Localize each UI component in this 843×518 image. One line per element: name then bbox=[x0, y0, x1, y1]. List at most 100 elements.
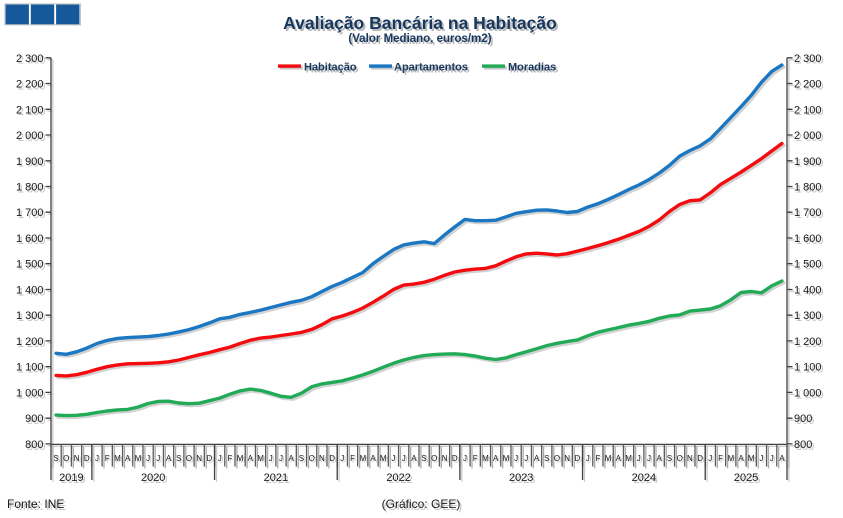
svg-text:900: 900 bbox=[794, 413, 812, 425]
svg-text:J: J bbox=[269, 454, 273, 463]
svg-text:O: O bbox=[677, 454, 683, 463]
svg-text:A: A bbox=[168, 456, 174, 465]
svg-text:J: J bbox=[342, 456, 346, 465]
svg-text:M: M bbox=[238, 456, 245, 465]
svg-text:D: D bbox=[207, 454, 213, 463]
svg-text:S: S bbox=[667, 454, 672, 463]
svg-text:1 600: 1 600 bbox=[794, 233, 822, 245]
svg-text:O: O bbox=[309, 454, 315, 463]
svg-text:2 000: 2 000 bbox=[796, 132, 824, 144]
svg-text:1 300: 1 300 bbox=[18, 312, 46, 324]
svg-text:M: M bbox=[136, 456, 143, 465]
svg-text:2 300: 2 300 bbox=[796, 55, 824, 67]
svg-text:D: D bbox=[699, 456, 705, 465]
svg-text:(Valor Mediano, euros/m2): (Valor Mediano, euros/m2) bbox=[348, 33, 491, 45]
svg-text:O: O bbox=[186, 454, 192, 463]
svg-text:D: D bbox=[454, 456, 460, 465]
svg-text:M: M bbox=[482, 454, 489, 463]
svg-text:M: M bbox=[625, 454, 632, 463]
svg-text:2 200: 2 200 bbox=[18, 80, 46, 92]
svg-text:J: J bbox=[524, 454, 528, 463]
svg-text:N: N bbox=[319, 454, 325, 463]
svg-text:2020: 2020 bbox=[143, 474, 167, 486]
svg-text:1 900: 1 900 bbox=[796, 158, 824, 170]
svg-text:1 800: 1 800 bbox=[16, 182, 44, 194]
svg-text:F: F bbox=[597, 456, 602, 465]
svg-text:Moradias: Moradias bbox=[510, 63, 558, 75]
svg-text:M: M bbox=[257, 454, 264, 463]
svg-text:1 000: 1 000 bbox=[16, 387, 44, 399]
svg-text:1 600: 1 600 bbox=[796, 235, 824, 247]
svg-text:A: A bbox=[290, 456, 296, 465]
svg-text:1 600: 1 600 bbox=[16, 233, 44, 245]
svg-text:2025: 2025 bbox=[736, 474, 760, 486]
svg-text:J: J bbox=[639, 456, 643, 465]
svg-text:1 100: 1 100 bbox=[16, 362, 44, 374]
svg-text:J: J bbox=[340, 454, 344, 463]
svg-text:M: M bbox=[748, 454, 755, 463]
svg-text:A: A bbox=[289, 454, 295, 463]
svg-text:A: A bbox=[657, 454, 663, 463]
svg-text:800: 800 bbox=[27, 441, 45, 453]
svg-text:O: O bbox=[63, 454, 69, 463]
svg-text:S: S bbox=[544, 454, 549, 463]
svg-text:2024: 2024 bbox=[632, 472, 656, 484]
svg-text:D: D bbox=[329, 454, 335, 463]
svg-text:1 600: 1 600 bbox=[18, 235, 46, 247]
svg-text:S: S bbox=[299, 454, 304, 463]
svg-text:O: O bbox=[310, 456, 316, 465]
svg-text:N: N bbox=[687, 454, 693, 463]
svg-text:900: 900 bbox=[796, 415, 814, 427]
svg-text:1 300: 1 300 bbox=[16, 310, 44, 322]
svg-text:1 700: 1 700 bbox=[796, 209, 824, 221]
svg-text:N: N bbox=[198, 456, 204, 465]
svg-text:D: D bbox=[86, 456, 92, 465]
svg-text:F: F bbox=[350, 454, 355, 463]
svg-text:N: N bbox=[443, 456, 449, 465]
svg-text:A: A bbox=[411, 454, 417, 463]
svg-text:2020: 2020 bbox=[141, 472, 165, 484]
svg-text:D: D bbox=[697, 454, 703, 463]
svg-text:J: J bbox=[514, 454, 518, 463]
svg-text:N: N bbox=[689, 456, 695, 465]
svg-text:O: O bbox=[678, 456, 684, 465]
svg-text:1 300: 1 300 bbox=[794, 310, 822, 322]
svg-text:1 900: 1 900 bbox=[16, 156, 44, 168]
svg-text:(Gráfico: GEE): (Gráfico: GEE) bbox=[384, 499, 463, 513]
svg-text:1 500: 1 500 bbox=[796, 261, 824, 273]
svg-text:2 100: 2 100 bbox=[796, 106, 824, 118]
svg-text:Moradias: Moradias bbox=[508, 62, 556, 74]
svg-text:1 700: 1 700 bbox=[18, 209, 46, 221]
svg-text:2 000: 2 000 bbox=[18, 132, 46, 144]
svg-text:900: 900 bbox=[25, 413, 43, 425]
svg-text:A: A bbox=[249, 456, 255, 465]
svg-text:N: N bbox=[442, 454, 448, 463]
svg-text:J: J bbox=[281, 456, 285, 465]
svg-text:F: F bbox=[227, 454, 232, 463]
svg-text:J: J bbox=[271, 456, 275, 465]
svg-text:D: D bbox=[84, 454, 90, 463]
svg-text:D: D bbox=[452, 454, 458, 463]
svg-text:O: O bbox=[431, 454, 437, 463]
svg-text:M: M bbox=[259, 456, 266, 465]
svg-text:A: A bbox=[738, 454, 744, 463]
svg-text:O: O bbox=[556, 456, 562, 465]
svg-text:S: S bbox=[546, 456, 551, 465]
svg-text:1 400: 1 400 bbox=[18, 286, 46, 298]
svg-text:Apartamentos: Apartamentos bbox=[396, 63, 470, 75]
svg-text:F: F bbox=[720, 456, 725, 465]
svg-text:2 000: 2 000 bbox=[794, 130, 822, 142]
svg-text:1 100: 1 100 bbox=[796, 364, 824, 376]
svg-text:S: S bbox=[668, 456, 673, 465]
svg-text:S: S bbox=[55, 456, 60, 465]
svg-text:N: N bbox=[74, 454, 80, 463]
svg-text:A: A bbox=[127, 456, 133, 465]
svg-text:A: A bbox=[413, 456, 419, 465]
svg-text:F: F bbox=[229, 456, 234, 465]
svg-text:Avaliação Bancária na Habitaçã: Avaliação Bancária na Habitação bbox=[283, 13, 557, 33]
svg-text:M: M bbox=[114, 454, 121, 463]
svg-text:F: F bbox=[105, 454, 110, 463]
svg-text:A: A bbox=[658, 456, 664, 465]
svg-text:N: N bbox=[564, 454, 570, 463]
svg-text:S: S bbox=[300, 456, 305, 465]
